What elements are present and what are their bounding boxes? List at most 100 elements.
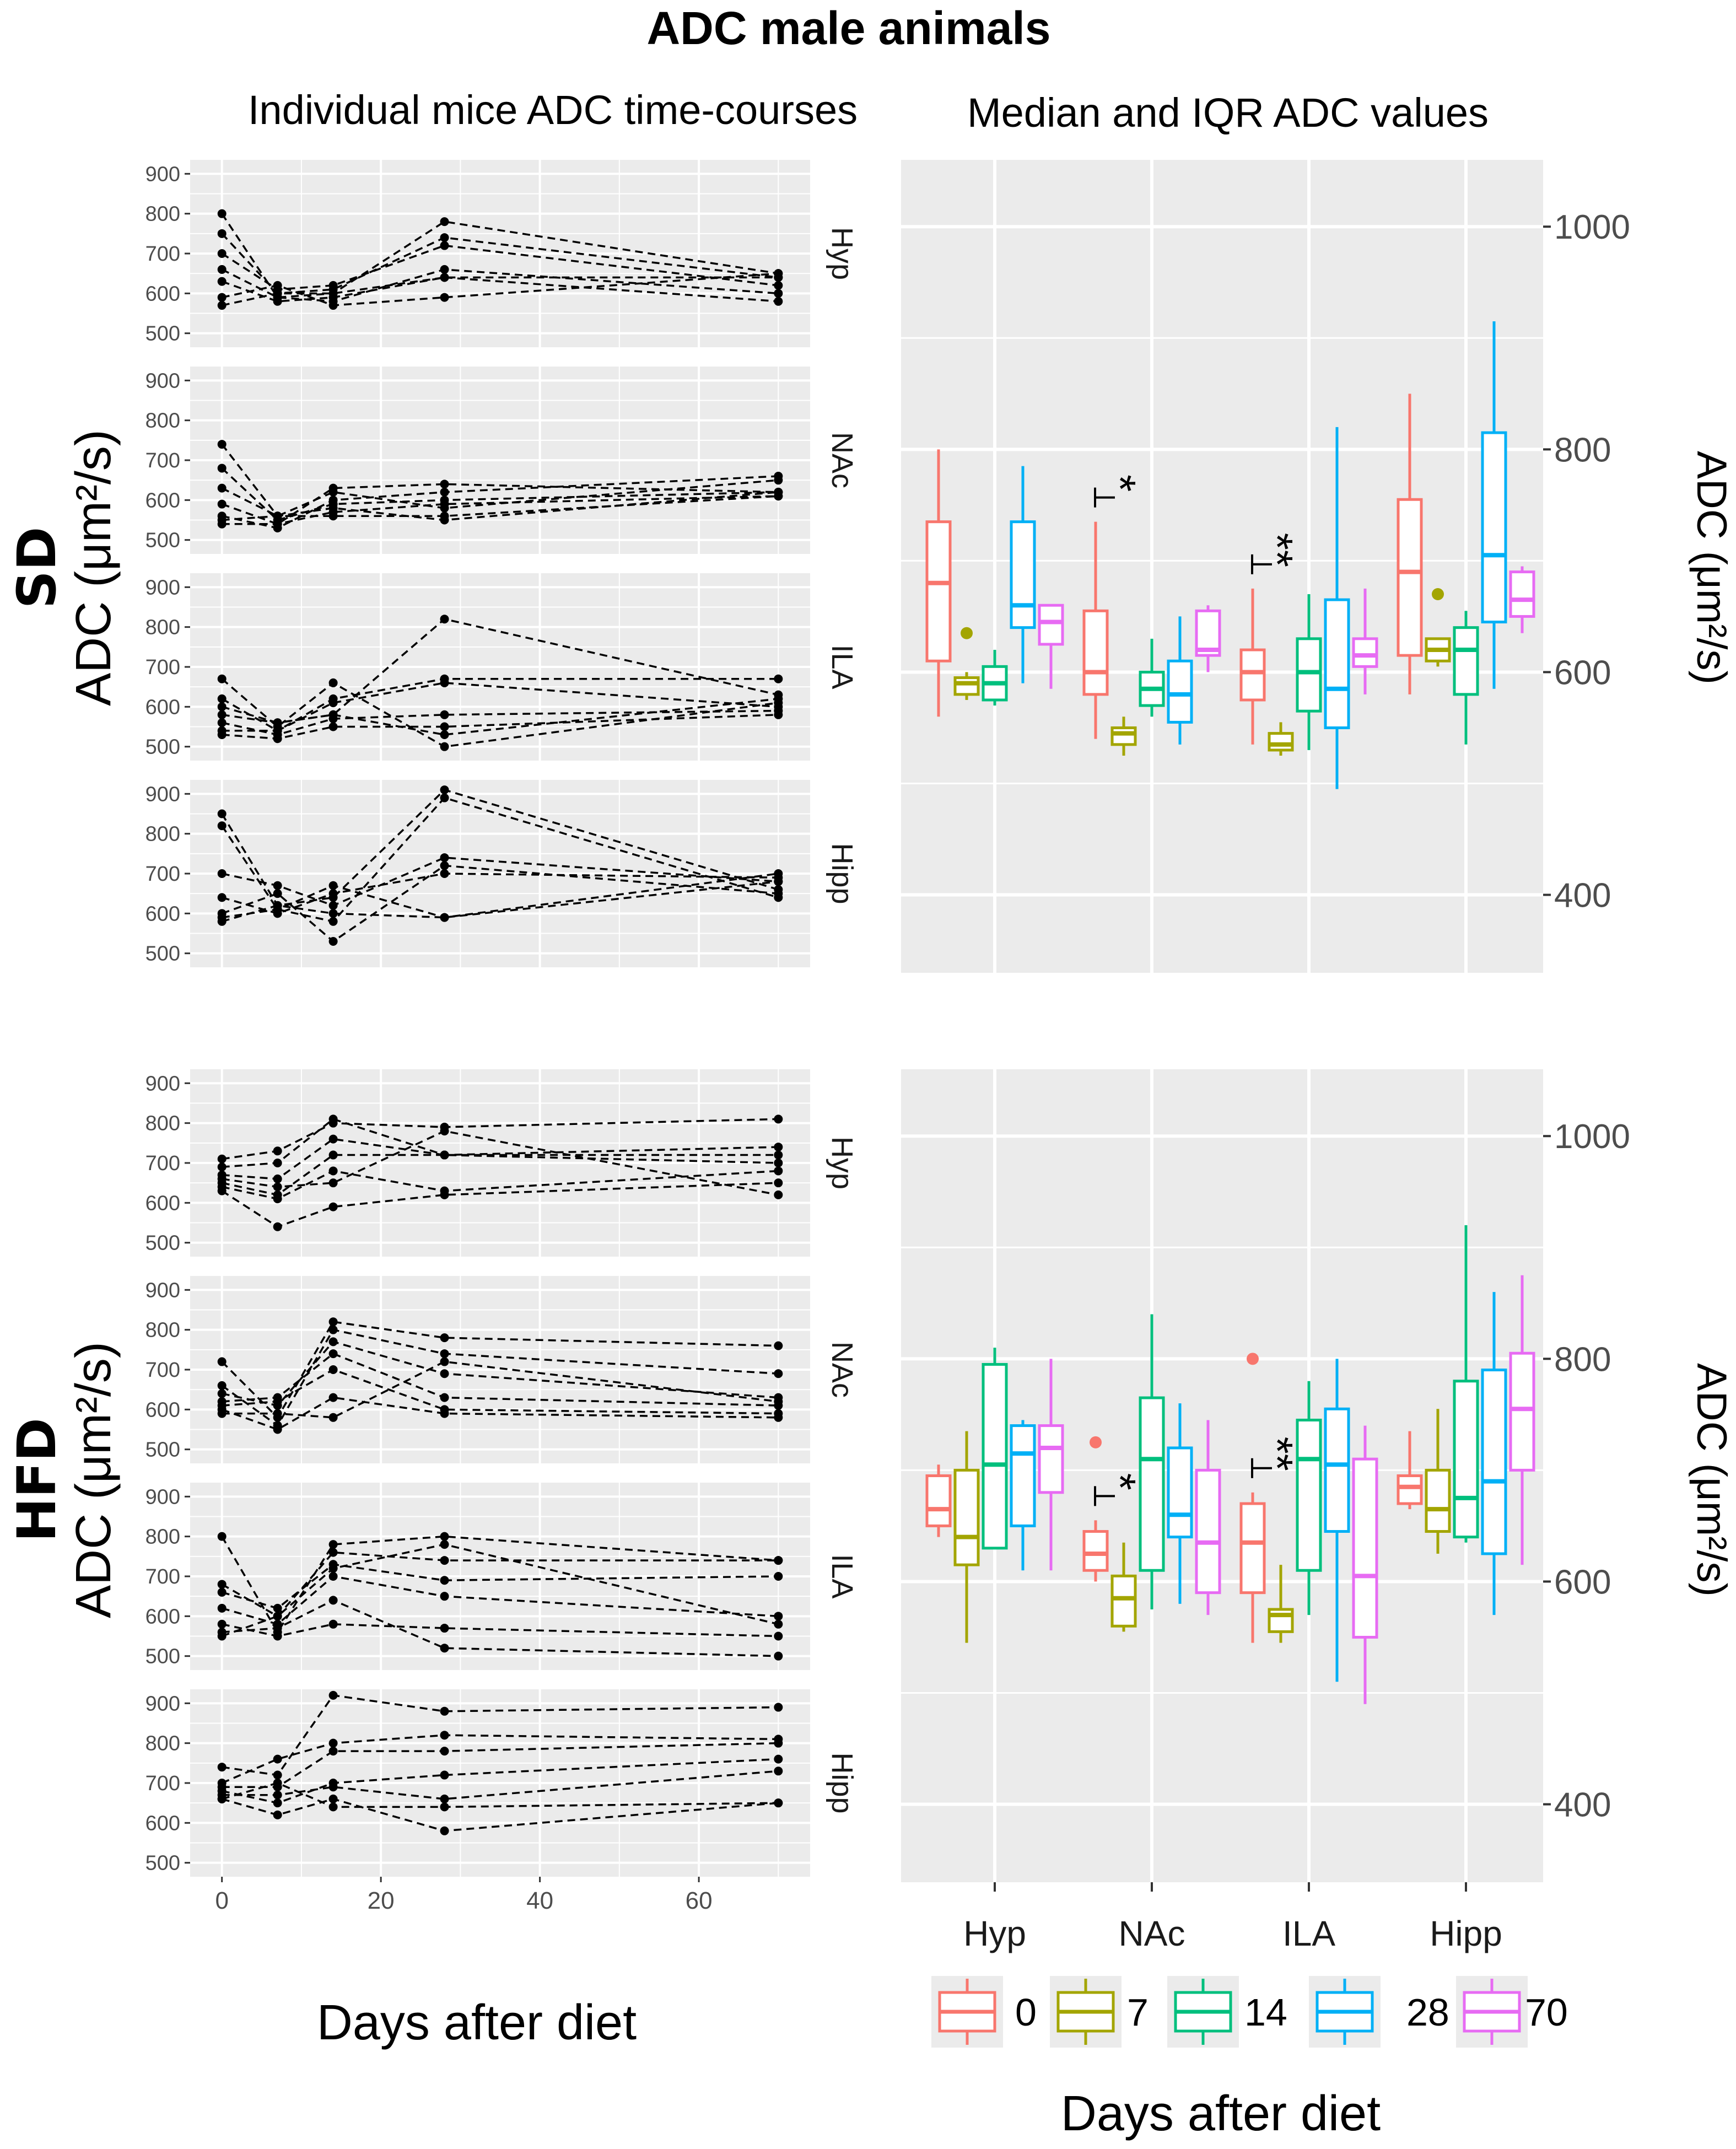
right-ylabel-hfd: ADC (μm²/s)	[1688, 1363, 1735, 1597]
facet-strip-label: ILA	[826, 644, 859, 689]
data-point	[440, 241, 449, 250]
y-tick-label: 800	[145, 1112, 180, 1135]
y-tick-label: 600	[145, 489, 180, 512]
data-point	[774, 1369, 783, 1378]
data-point	[774, 1178, 783, 1188]
data-point	[774, 1631, 783, 1641]
series-line	[221, 1535, 779, 1634]
series-line	[221, 1182, 779, 1228]
data-point	[217, 440, 227, 449]
significance-bracket	[1251, 554, 1272, 574]
y-tick-label: 800	[145, 203, 180, 226]
y-tick-label: 600	[1554, 1563, 1611, 1601]
data-point	[328, 881, 338, 890]
data-point	[273, 1409, 282, 1418]
facet-strip-label: Hipp	[826, 843, 859, 904]
box-outlier	[1090, 1436, 1102, 1448]
data-point	[774, 1766, 783, 1776]
data-point	[328, 1747, 338, 1756]
data-point	[328, 1619, 338, 1629]
data-point	[273, 726, 282, 735]
data-point	[217, 702, 227, 712]
data-point	[328, 1738, 338, 1748]
data-point	[774, 1150, 783, 1160]
data-point	[328, 495, 338, 505]
data-point	[774, 1114, 783, 1124]
data-point	[774, 1413, 783, 1422]
box-iqr	[925, 520, 952, 663]
y-tick-label: 400	[1554, 877, 1611, 915]
series-line	[221, 1551, 779, 1618]
data-point	[217, 821, 227, 831]
data-point	[440, 511, 449, 521]
data-point	[273, 1603, 282, 1613]
y-tick-label: 900	[145, 1692, 180, 1715]
box-iqr	[1010, 520, 1036, 629]
box-iqr	[1425, 1468, 1451, 1533]
data-point	[328, 710, 338, 719]
series-line	[221, 682, 779, 732]
data-point	[328, 289, 338, 298]
box-iqr	[1010, 1424, 1036, 1527]
box-iqr	[1038, 604, 1064, 646]
series-line	[222, 714, 779, 740]
data-point	[328, 1134, 338, 1144]
series-line	[221, 789, 779, 907]
data-point	[440, 1770, 449, 1780]
data-point	[440, 1369, 449, 1378]
data-point	[328, 483, 338, 493]
facet-strip-label: Hipp	[826, 1752, 859, 1813]
facet-strip-label: ILA	[826, 1554, 859, 1598]
data-point	[440, 1357, 449, 1366]
data-point	[328, 508, 338, 517]
facet-strip-label: Hyp	[826, 227, 859, 280]
data-point	[440, 1393, 449, 1402]
data-point	[328, 1572, 338, 1581]
series-line	[222, 1770, 779, 1800]
significance-bracket	[1094, 487, 1115, 508]
series-line	[221, 1321, 779, 1419]
data-point	[328, 694, 338, 703]
box-iqr	[1268, 732, 1294, 752]
data-point	[440, 1190, 449, 1199]
data-point	[217, 1580, 227, 1589]
y-tick-label: 500	[145, 322, 180, 346]
box-iqr	[1268, 1608, 1294, 1633]
box-iqr	[1195, 1468, 1221, 1595]
data-point	[273, 1425, 282, 1434]
series-line	[222, 1396, 779, 1431]
y-tick-label: 700	[145, 243, 180, 266]
facet-strip-label: NAc	[826, 1342, 859, 1398]
data-point	[774, 694, 783, 703]
series-line	[222, 618, 779, 724]
data-point	[774, 1397, 783, 1406]
box-iqr	[1239, 648, 1266, 702]
box-iqr	[1352, 1457, 1378, 1639]
series-line	[222, 1353, 779, 1407]
data-point	[217, 893, 227, 902]
series-line	[222, 1623, 779, 1638]
data-point	[440, 674, 449, 683]
y-tick-label: 800	[145, 823, 180, 846]
data-point	[273, 1222, 282, 1231]
data-point	[774, 1341, 783, 1350]
data-point	[273, 901, 282, 910]
box-iqr	[1453, 626, 1479, 696]
y-tick-label: 1000	[1554, 208, 1630, 246]
data-point	[328, 1337, 338, 1347]
y-tick-label: 700	[145, 1772, 180, 1795]
data-point	[217, 464, 227, 473]
figure-title: ADC male animals	[647, 2, 1051, 54]
legend-label: 14	[1244, 1991, 1287, 2034]
data-point	[273, 1754, 282, 1764]
data-point	[217, 1186, 227, 1195]
data-point	[273, 281, 282, 290]
data-point	[273, 297, 282, 306]
category-label: NAc	[1119, 1914, 1185, 1953]
series-line	[221, 244, 779, 290]
box-iqr	[1352, 637, 1378, 668]
data-point	[217, 1154, 227, 1164]
y-tick-label: 900	[145, 1072, 180, 1095]
box-iqr	[1038, 1424, 1064, 1494]
data-point	[217, 1357, 227, 1366]
